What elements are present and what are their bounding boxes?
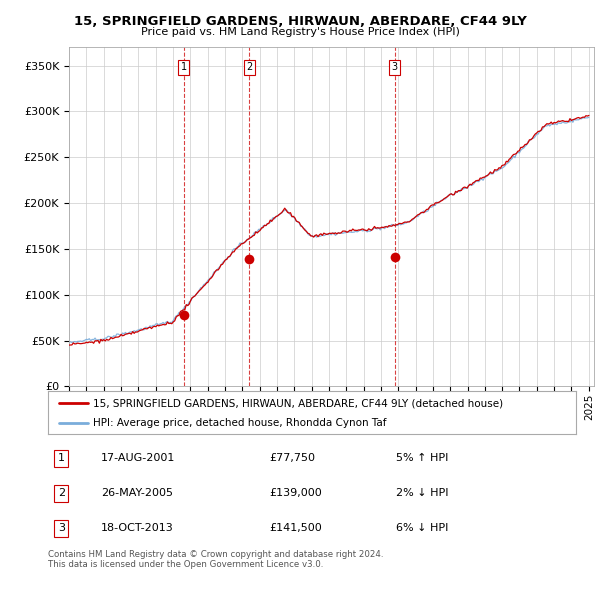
Text: 15, SPRINGFIELD GARDENS, HIRWAUN, ABERDARE, CF44 9LY: 15, SPRINGFIELD GARDENS, HIRWAUN, ABERDA…: [74, 15, 526, 28]
Text: £139,000: £139,000: [270, 489, 323, 499]
Text: 2% ↓ HPI: 2% ↓ HPI: [397, 489, 449, 499]
Text: 26-MAY-2005: 26-MAY-2005: [101, 489, 173, 499]
Text: 2: 2: [246, 63, 253, 73]
Text: 17-AUG-2001: 17-AUG-2001: [101, 454, 175, 463]
Text: HPI: Average price, detached house, Rhondda Cynon Taf: HPI: Average price, detached house, Rhon…: [93, 418, 386, 428]
Text: 1: 1: [58, 454, 65, 463]
Text: £141,500: £141,500: [270, 523, 323, 533]
Text: 3: 3: [392, 63, 398, 73]
Text: Contains HM Land Registry data © Crown copyright and database right 2024.
This d: Contains HM Land Registry data © Crown c…: [48, 550, 383, 569]
Text: 5% ↑ HPI: 5% ↑ HPI: [397, 454, 449, 463]
Text: 2: 2: [58, 489, 65, 499]
Text: 18-OCT-2013: 18-OCT-2013: [101, 523, 173, 533]
Text: 15, SPRINGFIELD GARDENS, HIRWAUN, ABERDARE, CF44 9LY (detached house): 15, SPRINGFIELD GARDENS, HIRWAUN, ABERDA…: [93, 398, 503, 408]
Text: 3: 3: [58, 523, 65, 533]
Text: Price paid vs. HM Land Registry's House Price Index (HPI): Price paid vs. HM Land Registry's House …: [140, 27, 460, 37]
Text: £77,750: £77,750: [270, 454, 316, 463]
Text: 6% ↓ HPI: 6% ↓ HPI: [397, 523, 449, 533]
Text: 1: 1: [181, 63, 187, 73]
